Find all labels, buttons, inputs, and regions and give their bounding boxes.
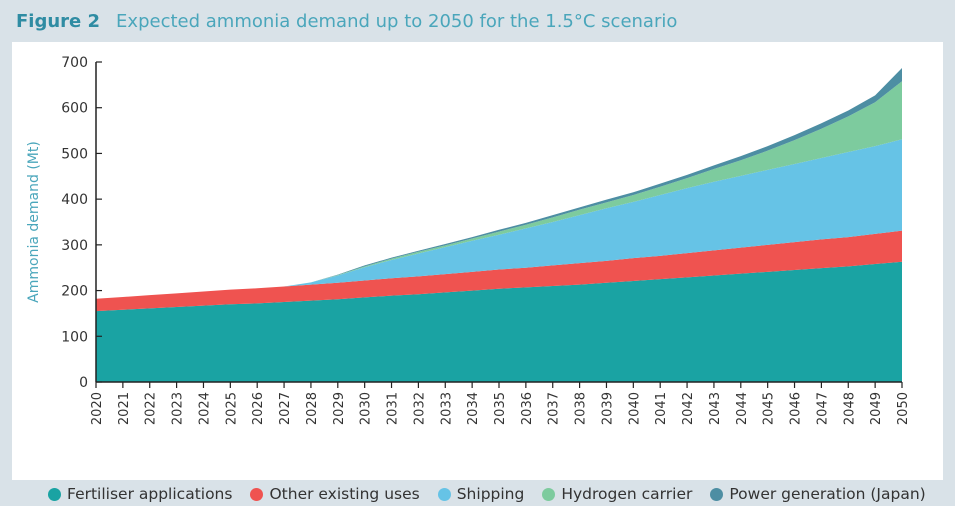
legend-item: Hydrogen carrier — [542, 485, 692, 503]
legend-item: Other existing uses — [250, 485, 420, 503]
area-series-1 — [96, 261, 902, 382]
x-tick-label: 2039 — [600, 392, 615, 425]
y-tick-label: 700 — [61, 55, 88, 71]
x-tick-label: 2027 — [278, 392, 293, 425]
stacked-area-chart: 0 100 200 300 400 500 600 700 2020 2021 2022 2023 20… — [26, 55, 911, 425]
y-tick-label: 0 — [79, 375, 88, 391]
x-tick-label: 2049 — [869, 392, 884, 425]
x-tick-label: 2028 — [305, 392, 320, 425]
x-tick-label: 2047 — [815, 392, 830, 425]
legend-label: Hydrogen carrier — [561, 485, 693, 503]
x-tick-label: 2035 — [493, 392, 508, 425]
legend-dot-icon — [710, 487, 724, 501]
x-tick-label: 2031 — [386, 392, 401, 425]
legend-item: Fertiliser applications — [48, 485, 232, 503]
x-tick-label: 2025 — [224, 392, 239, 425]
y-tick-label: 400 — [61, 192, 88, 208]
legend-label: Power generation (Japan) — [729, 485, 926, 503]
x-tick-label: 2041 — [654, 392, 669, 425]
y-tick-label: 500 — [61, 146, 88, 162]
legend-dot-icon — [542, 487, 556, 501]
x-tick-label: 2020 — [90, 392, 105, 425]
chart-title: Expected ammonia demand up to 2050 for t… — [116, 10, 678, 32]
area-series-3 — [96, 139, 902, 299]
chart-legend: Fertiliser applications Other existing us… — [48, 482, 948, 506]
x-tick-label: 2048 — [842, 392, 857, 425]
x-tick-label: 2043 — [708, 392, 723, 425]
legend-label: Shipping — [456, 485, 525, 503]
x-tick-label: 2038 — [574, 392, 589, 425]
x-tick-label: 2044 — [735, 392, 750, 425]
chart-panel: 0 100 200 300 400 500 600 700 2020 2021 2022 2023 20… — [12, 42, 943, 503]
x-tick-label: 2032 — [412, 392, 427, 425]
x-tick-label: 2024 — [197, 392, 212, 425]
x-tick-label: 2045 — [762, 392, 777, 425]
x-tick-label: 2042 — [681, 392, 696, 425]
y-tick-label: 300 — [61, 238, 88, 254]
legend-label: Other existing uses — [269, 485, 420, 503]
area-series-2 — [96, 230, 902, 312]
legend-dot-icon — [437, 487, 451, 501]
x-tick-label: 2037 — [547, 392, 562, 425]
legend-dot-icon — [48, 487, 61, 501]
y-tick-label: 100 — [61, 329, 88, 345]
figure-label: Figure 2 — [16, 10, 101, 32]
legend-item: Power generation (Japan) — [710, 485, 926, 503]
x-tick-label: 2022 — [144, 392, 159, 425]
x-tick-label: 2050 — [896, 392, 911, 425]
y-axis-title: Ammonia demand (Mt) — [26, 141, 42, 303]
x-tick-label: 2029 — [332, 392, 347, 425]
x-tick-label: 2036 — [520, 392, 535, 425]
x-tick-label: 2034 — [466, 392, 481, 425]
x-tick-label: 2040 — [627, 392, 642, 425]
y-tick-label: 600 — [61, 101, 88, 117]
x-tick-label: 2023 — [171, 392, 186, 425]
figure-header: Figure 2 Expected ammonia demand up to 2… — [16, 6, 677, 36]
x-tick-label: 2026 — [251, 392, 266, 425]
x-tick-label: 2021 — [117, 392, 132, 425]
y-tick-label: 200 — [61, 284, 88, 300]
legend-label: Fertiliser applications — [67, 485, 233, 503]
x-tick-label: 2046 — [789, 392, 804, 425]
legend-item: Shipping — [437, 485, 525, 503]
x-tick-label: 2033 — [439, 392, 454, 425]
legend-dot-icon — [250, 487, 264, 501]
x-tick-label: 2030 — [359, 392, 374, 425]
